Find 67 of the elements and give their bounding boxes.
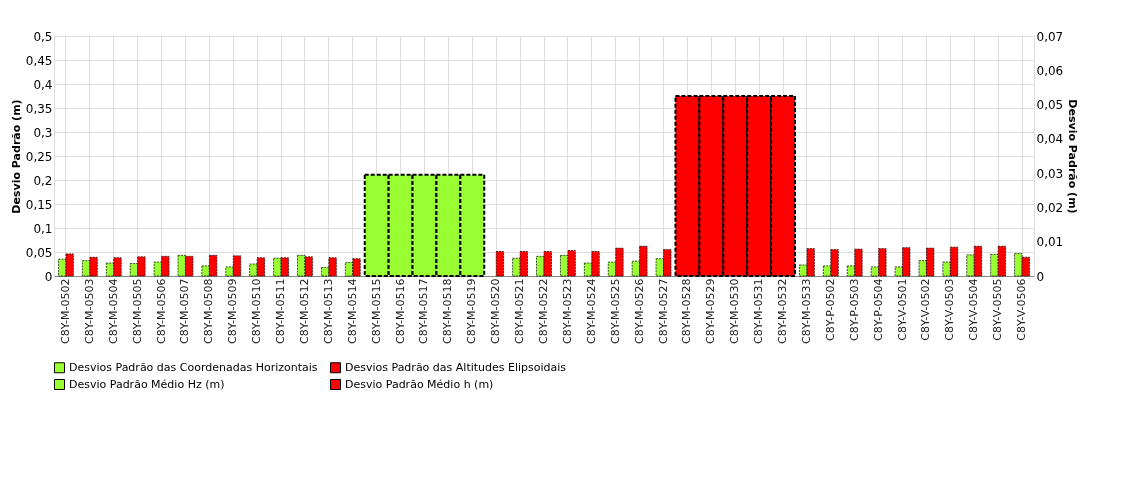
x-tick-label: C8Y-V-0504 xyxy=(967,278,981,341)
legend-label: Desvios Padrão das Coordenadas Horizontais xyxy=(69,360,318,374)
y-tick-label: 0,2 xyxy=(33,173,53,188)
x-tick-label: C8Y-M-0524 xyxy=(584,278,598,345)
y-tick-label: 0,3 xyxy=(33,125,53,140)
y2-tick-label: 0,03 xyxy=(1036,166,1064,181)
y2-tick-label: 0,05 xyxy=(1036,98,1064,113)
y-tick-label: 0,5 xyxy=(33,29,53,44)
y2-axis-title: Desvio Padrão (m) xyxy=(1066,99,1080,214)
y-tick-label: 0,45 xyxy=(25,53,53,68)
y2-tick-label: 0 xyxy=(1036,269,1045,284)
y-axis-title: Desvio Padrão (m) xyxy=(9,99,23,214)
x-tick-label: C8Y-V-0505 xyxy=(991,278,1005,341)
legend-label: Desvio Padrão Médio h (m) xyxy=(345,377,494,391)
y-tick-label: 0,4 xyxy=(33,77,53,92)
y-tick-label: 0,25 xyxy=(25,149,53,164)
legend-label: Desvios Padrão das Altitudes Elipsoidais xyxy=(345,360,567,374)
x-tick-label: C8Y-M-0512 xyxy=(297,278,311,345)
x-tick-label: C8Y-M-0503 xyxy=(82,278,96,345)
x-tick-label: C8Y-M-0523 xyxy=(560,278,574,345)
x-tick-label: C8Y-M-0506 xyxy=(154,278,168,345)
x-tick-label: C8Y-M-0513 xyxy=(321,278,335,345)
legend-label: Desvio Padrão Médio Hz (m) xyxy=(69,377,225,391)
x-tick-label: C8Y-M-0514 xyxy=(345,278,359,345)
x-tick-label: C8Y-M-0505 xyxy=(130,278,144,345)
y-tick-label: 0,15 xyxy=(25,197,53,212)
x-tick-label: C8Y-V-0503 xyxy=(943,278,957,341)
x-tick-label: C8Y-M-0507 xyxy=(178,278,192,345)
x-tick-label: C8Y-P-0502 xyxy=(823,278,837,341)
x-tick-label: C8Y-M-0520 xyxy=(489,278,503,345)
y-tick-label: 0 xyxy=(44,269,53,284)
y-tick-label: 0,1 xyxy=(33,221,53,236)
x-tick-label: C8Y-M-0522 xyxy=(537,278,550,345)
x-tick-label: C8Y-M-0509 xyxy=(226,278,240,345)
x-tick-label: C8Y-M-0526 xyxy=(632,278,646,345)
x-tick-label: C8Y-V-0501 xyxy=(895,278,909,341)
x-tick-label: C8Y-M-0517 xyxy=(417,278,431,345)
x-tick-label: C8Y-M-0508 xyxy=(202,278,216,345)
x-tick-label: C8Y-M-0516 xyxy=(393,278,407,345)
x-tick-label: C8Y-M-0531 xyxy=(752,278,766,345)
y2-tick-label: 0,01 xyxy=(1036,235,1064,250)
y2-tick-label: 0,04 xyxy=(1036,132,1064,147)
x-tick-label: C8Y-M-0529 xyxy=(704,278,718,345)
x-tick-label: C8Y-P-0503 xyxy=(847,278,861,341)
x-tick-label: C8Y-M-0502 xyxy=(58,278,72,345)
y2-tick-label: 0,02 xyxy=(1036,200,1064,215)
x-tick-label: C8Y-M-0525 xyxy=(608,278,622,345)
x-tick-label: C8Y-M-0518 xyxy=(441,278,455,345)
x-tick-label: C8Y-M-0532 xyxy=(776,278,790,345)
x-tick-label: C8Y-M-0504 xyxy=(106,278,120,345)
bar xyxy=(495,251,505,277)
x-tick-label: C8Y-M-0533 xyxy=(799,278,813,345)
y2-tick-label: 0,06 xyxy=(1036,63,1064,78)
y2-tick-label: 0,07 xyxy=(1036,29,1064,44)
x-tick-label: C8Y-V-0502 xyxy=(919,278,933,341)
y-tick-label: 0,05 xyxy=(25,245,53,260)
x-tick-label: C8Y-M-0527 xyxy=(656,278,670,345)
x-tick-label: C8Y-M-0519 xyxy=(465,278,479,345)
x-tick-label: C8Y-M-0511 xyxy=(274,278,288,345)
x-tick-label: C8Y-M-0521 xyxy=(513,278,527,345)
x-tick-label: C8Y-V-0506 xyxy=(1015,278,1029,341)
x-tick-label: C8Y-M-0528 xyxy=(680,278,694,345)
x-tick-label: C8Y-M-0530 xyxy=(728,278,742,345)
x-tick-label: C8Y-M-0510 xyxy=(250,278,264,345)
y-tick-label: 0,35 xyxy=(25,101,53,116)
x-tick-label: C8Y-M-0515 xyxy=(369,278,383,345)
x-tick-label: C8Y-P-0504 xyxy=(871,278,885,341)
